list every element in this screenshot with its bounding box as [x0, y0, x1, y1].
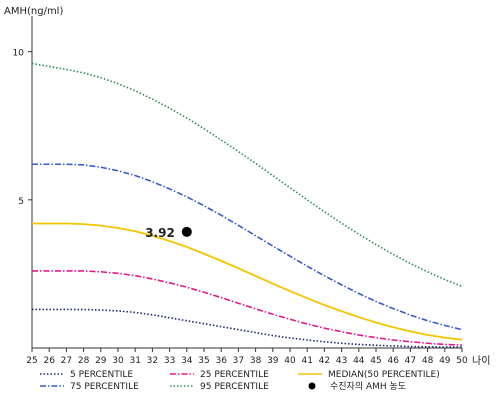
- x-tick-label: 38: [250, 356, 262, 366]
- patient-amh-point: [181, 226, 192, 237]
- legend: 5 PERCENTILE 25 PERCENTILE MEDIAN(50 PERCE…: [40, 370, 440, 392]
- x-tick-label: 41: [301, 356, 312, 366]
- x-tick-label: 44: [353, 356, 365, 366]
- x-tick-label: 25: [26, 356, 37, 366]
- legend-label-4: 95 PERCENTILE: [200, 382, 269, 392]
- x-tick-label: 42: [319, 356, 330, 366]
- x-tick-label: 37: [233, 356, 244, 366]
- x-tick-label: 29: [95, 356, 107, 366]
- x-tick-label: 47: [405, 356, 416, 366]
- x-tick-label: 49: [439, 356, 451, 366]
- legend-label-3: 75 PERCENTILE: [70, 382, 139, 392]
- x-tick-label: 30: [112, 356, 124, 366]
- series-lines: [31, 62, 463, 348]
- legend-label-1: 25 PERCENTILE: [200, 370, 269, 380]
- x-tick-label: 27: [61, 356, 72, 366]
- legend-label-0: 5 PERCENTILE: [70, 370, 133, 380]
- x-tick-label: 34: [181, 356, 193, 366]
- series-line-0: [32, 308, 462, 348]
- series-line-4: [31, 62, 463, 288]
- x-tick-label: 36: [215, 356, 227, 366]
- x-tick-label: 45: [370, 356, 381, 366]
- legend-label-point: 수진자의 AMH 농도: [330, 381, 406, 392]
- x-tick-label: 26: [43, 356, 55, 366]
- x-tick-label: 28: [78, 356, 90, 366]
- x-tick-label: 39: [267, 356, 279, 366]
- x-tick-label: 50: [456, 356, 468, 366]
- annotation: 3.92: [145, 226, 192, 240]
- series-line-3: [32, 163, 463, 331]
- series-line-1: [32, 270, 463, 346]
- axes: 5 10 25 26 27 28 29 30 31 32 33 34 35 36 37 38 39 40 41 42 4…: [4, 6, 490, 367]
- x-tick-label: 32: [147, 356, 158, 366]
- x-tick-label: 33: [164, 356, 175, 366]
- x-axis-title: 나이: [472, 355, 490, 367]
- series-line-2: [32, 222, 463, 341]
- x-tick-label: 40: [284, 356, 296, 366]
- x-tick-label: 35: [198, 356, 209, 366]
- patient-amh-value-label: 3.92: [145, 226, 175, 240]
- y-tick-label: 5: [18, 197, 24, 207]
- legend-label-2: MEDIAN(50 PERCENTILE): [328, 370, 440, 380]
- x-tick-label: 31: [129, 356, 140, 366]
- legend-point-marker: [308, 382, 316, 390]
- y-axis-title: AMH(ng/ml): [4, 6, 63, 17]
- x-tick-label: 43: [336, 356, 347, 366]
- x-tick-label: 46: [387, 356, 399, 366]
- x-tick-label: 48: [422, 356, 434, 366]
- y-tick-label: 10: [13, 49, 25, 59]
